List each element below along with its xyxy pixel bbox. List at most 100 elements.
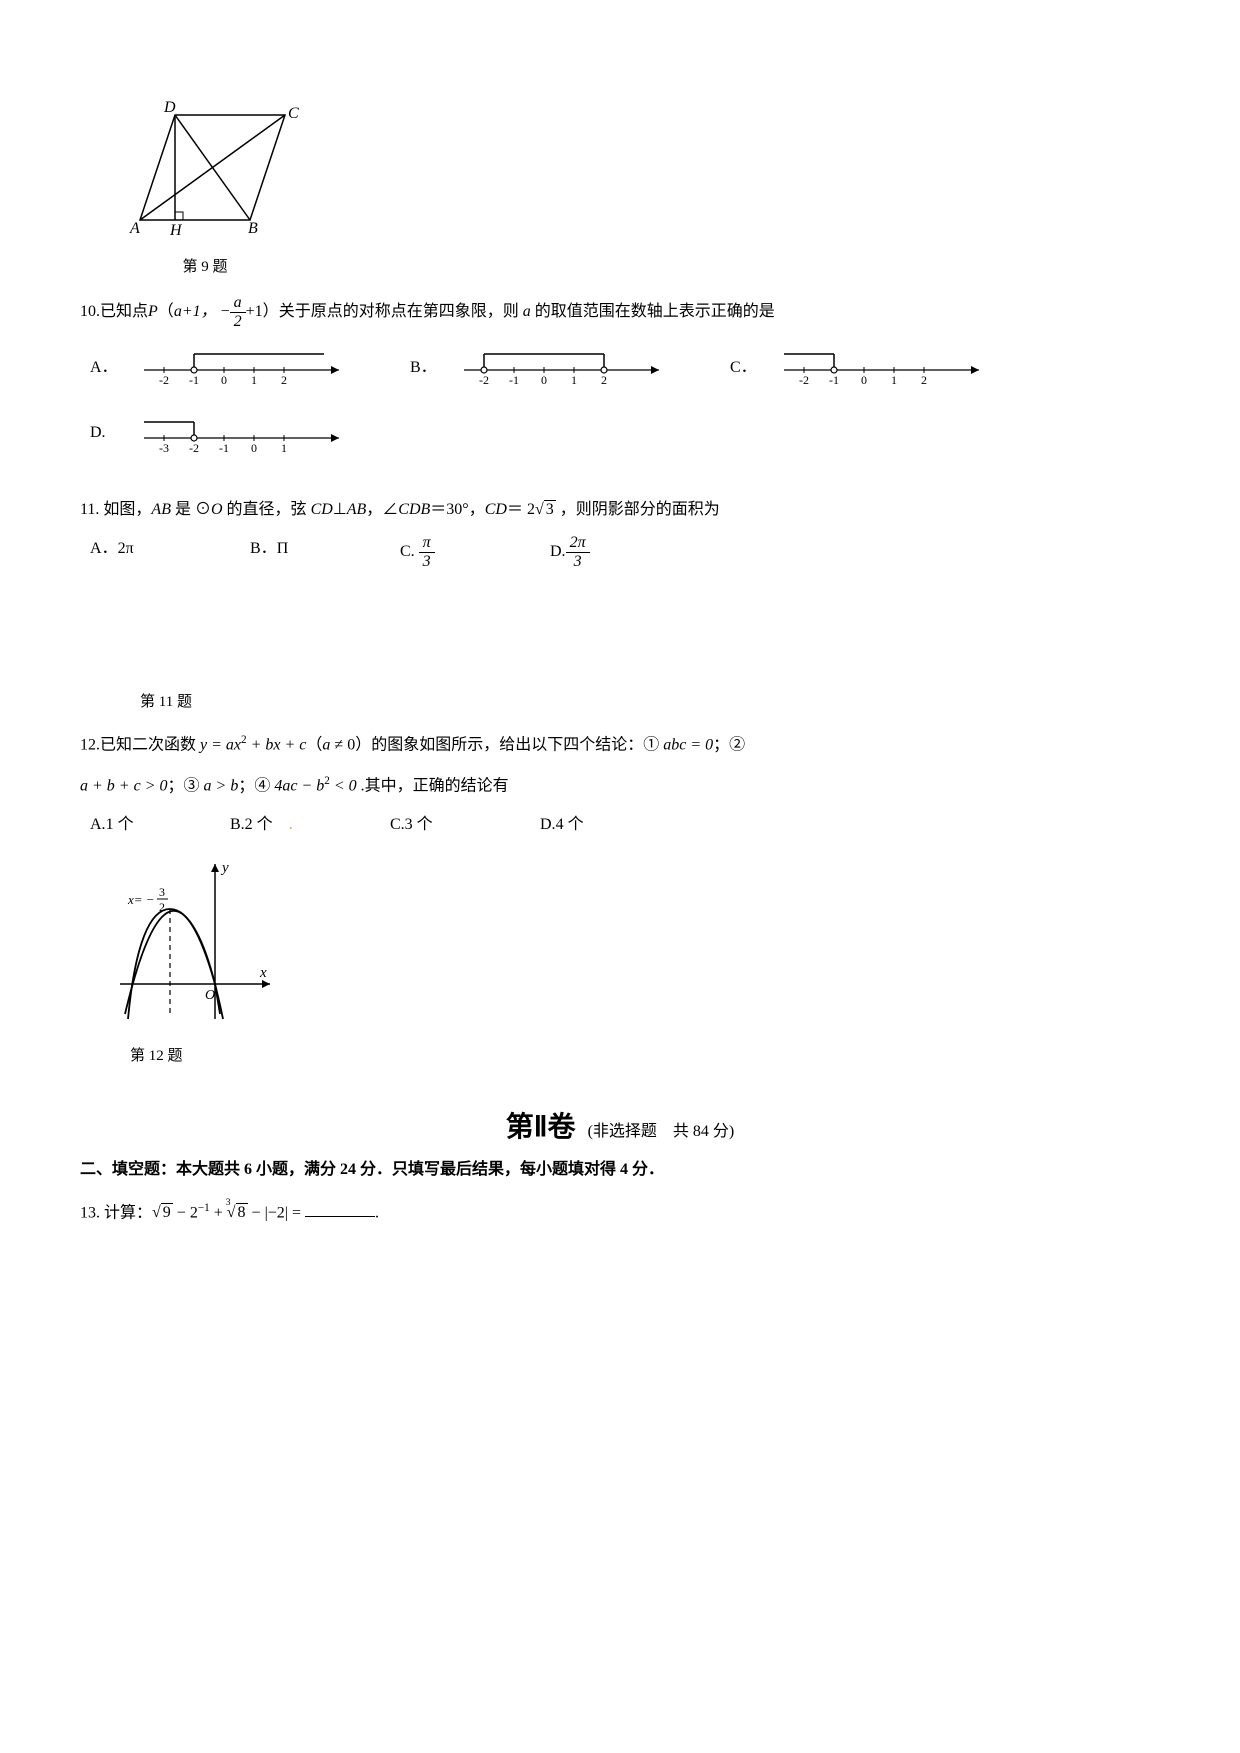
q12-opt-A: A.1 个 xyxy=(80,810,220,834)
q10-a1: a+1， xyxy=(174,303,217,320)
q12-mid: 的图象如图所示，给出以下四个结论：① xyxy=(371,737,663,754)
q11-opt-D: D.2π3 xyxy=(540,534,690,570)
q10-minus: − xyxy=(221,303,230,320)
q13-neg1: −1 xyxy=(198,1202,210,1214)
q9-figure: A B C D H 第 9 题 xyxy=(120,100,1160,276)
q9-parallelogram-svg: A B C D H xyxy=(120,100,320,250)
q10-C-axis: -2 -1 0 1 2 xyxy=(774,340,994,390)
q11-O: O xyxy=(211,501,223,518)
q10-D-label: D. xyxy=(80,424,130,442)
svg-text:0: 0 xyxy=(541,373,547,387)
q13-eq: = xyxy=(288,1204,305,1221)
svg-text:-1: -1 xyxy=(219,441,229,455)
q11-opt-B: B．Π xyxy=(240,534,390,570)
q13-abs: |−2| xyxy=(265,1204,288,1221)
q10-plus1: +1） xyxy=(246,303,279,320)
section2-big: 第Ⅱ卷 xyxy=(506,1112,576,1143)
q12-opt-C: C.3 个 xyxy=(380,810,530,834)
q11-opt-C: C. π3 xyxy=(390,534,540,570)
q10-text-post: 关于原点的对称点在第四象限，则 xyxy=(279,303,523,320)
q11-caption: 第 11 题 xyxy=(140,690,1160,711)
q12-pre: 已知二次函数 xyxy=(100,737,200,754)
svg-text:-1: -1 xyxy=(829,373,839,387)
svg-text:O: O xyxy=(205,988,215,1003)
q12-c2: a + b + c > 0 xyxy=(80,777,168,794)
q12-caption: 第 12 题 xyxy=(130,1044,280,1065)
q13-minus: − 2 xyxy=(173,1204,198,1221)
q10-opt-D: D. -3 -2 -1 0 1 xyxy=(80,408,400,458)
svg-text:-2: -2 xyxy=(189,441,199,455)
q11-opt-A: A．2π xyxy=(80,534,240,570)
q11-two: 2 xyxy=(527,501,535,518)
q12-sep2: ；③ xyxy=(168,777,204,794)
svg-text:0: 0 xyxy=(221,373,227,387)
label-D: D xyxy=(163,100,176,116)
q13-sqrt9: 9 xyxy=(152,1197,173,1229)
q13-period: . xyxy=(375,1204,379,1221)
q13-plus: + xyxy=(210,1204,227,1221)
q12: 12.已知二次函数 y = ax2 + bx + c（a ≠ 0）的图象如图所示… xyxy=(80,729,1160,761)
q12-figure: x y O x= − 3 2 第 12 题 xyxy=(110,854,1160,1065)
q12-num: 12. xyxy=(80,737,100,754)
svg-text:-2: -2 xyxy=(799,373,809,387)
svg-text:1: 1 xyxy=(891,373,897,387)
q10-D-axis: -3 -2 -1 0 1 xyxy=(134,408,354,458)
q12-eq1: y = ax xyxy=(200,737,241,754)
svg-text:x: x xyxy=(259,965,267,981)
svg-text:3: 3 xyxy=(159,885,165,899)
q13-blank xyxy=(305,1200,375,1217)
q10-A-axis: -2 -1 0 1 2 xyxy=(134,340,354,390)
label-A: A xyxy=(129,220,140,237)
q10-opt-C: C． -2 -1 0 1 2 xyxy=(720,340,1040,390)
q13-minus2: − xyxy=(248,1204,265,1221)
q13-num: 13. xyxy=(80,1204,100,1221)
q13: 13. 计算：9 − 2−1 + 38 − |−2| = . xyxy=(80,1197,1160,1229)
q10-B-axis: -2 -1 0 1 2 xyxy=(454,340,674,390)
q10-P: P xyxy=(148,303,158,320)
svg-text:-1: -1 xyxy=(189,373,199,387)
q11-t2: 的直径，弦 xyxy=(223,501,311,518)
q10-options: A． -2 -1 0 1 2 B． -2 -1 0 xyxy=(80,340,1160,476)
q11: 11. 如图，AB 是 ⊙O 的直径，弦 CD⊥AB，∠CDB＝30°，CD＝ … xyxy=(80,494,1160,526)
q12-c3: a > b xyxy=(204,777,239,794)
q10-B-label: B． xyxy=(400,353,450,377)
q10-text-end: 的取值范围在数轴上表示正确的是 xyxy=(531,303,775,320)
q12-c4: 4ac − b xyxy=(274,777,324,794)
svg-text:y: y xyxy=(220,860,229,876)
q13-text: 计算： xyxy=(100,1204,152,1221)
q12-opt-D: D.4 个 xyxy=(530,810,670,834)
q12-c1: abc = 0 xyxy=(663,737,713,754)
q12-paren: （a ≠ 0） xyxy=(306,737,371,754)
svg-text:2: 2 xyxy=(601,373,607,387)
q11-eq30: ＝30°， xyxy=(430,501,484,518)
q9-caption: 第 9 题 xyxy=(120,255,290,276)
q10-opt-B: B． -2 -1 0 1 2 xyxy=(400,340,720,390)
q11-eq: ＝ xyxy=(507,501,527,518)
q11-comma: ，∠ xyxy=(366,501,398,518)
svg-text:-2: -2 xyxy=(159,373,169,387)
q11-pre: 如图， xyxy=(99,501,151,518)
q10-paren: （ xyxy=(158,303,174,320)
svg-text:1: 1 xyxy=(281,441,287,455)
q11-CD: CD xyxy=(311,501,333,518)
q11-AB2: AB xyxy=(347,501,367,518)
q11-CD2: CD xyxy=(485,501,507,518)
svg-text:1: 1 xyxy=(251,373,257,387)
q11-options: A．2π B．Π C. π3 D.2π3 xyxy=(80,534,1160,570)
svg-text:2: 2 xyxy=(281,373,287,387)
q12-opt-B: B.2 个 . xyxy=(220,810,380,834)
section2-title: 第Ⅱ卷 (非选择题 共 84 分) xyxy=(80,1105,1160,1145)
q10-frac: a2 xyxy=(230,294,246,330)
q11-CDB: CDB xyxy=(398,501,430,518)
svg-text:2: 2 xyxy=(921,373,927,387)
svg-text:-3: -3 xyxy=(159,441,169,455)
q11-AB: AB xyxy=(151,501,171,518)
svg-text:-2: -2 xyxy=(479,373,489,387)
label-C: C xyxy=(288,105,299,122)
q10-A-label: A． xyxy=(80,353,130,377)
q10-opt-A: A． -2 -1 0 1 2 xyxy=(80,340,400,390)
section2-small: (非选择题 共 84 分) xyxy=(588,1123,735,1140)
label-H: H xyxy=(169,222,183,239)
q12-line2: a + b + c > 0；③ a > b；④ 4ac − b2 < 0 .其中… xyxy=(80,770,1160,802)
q13-cbrt: 38 xyxy=(227,1197,248,1229)
